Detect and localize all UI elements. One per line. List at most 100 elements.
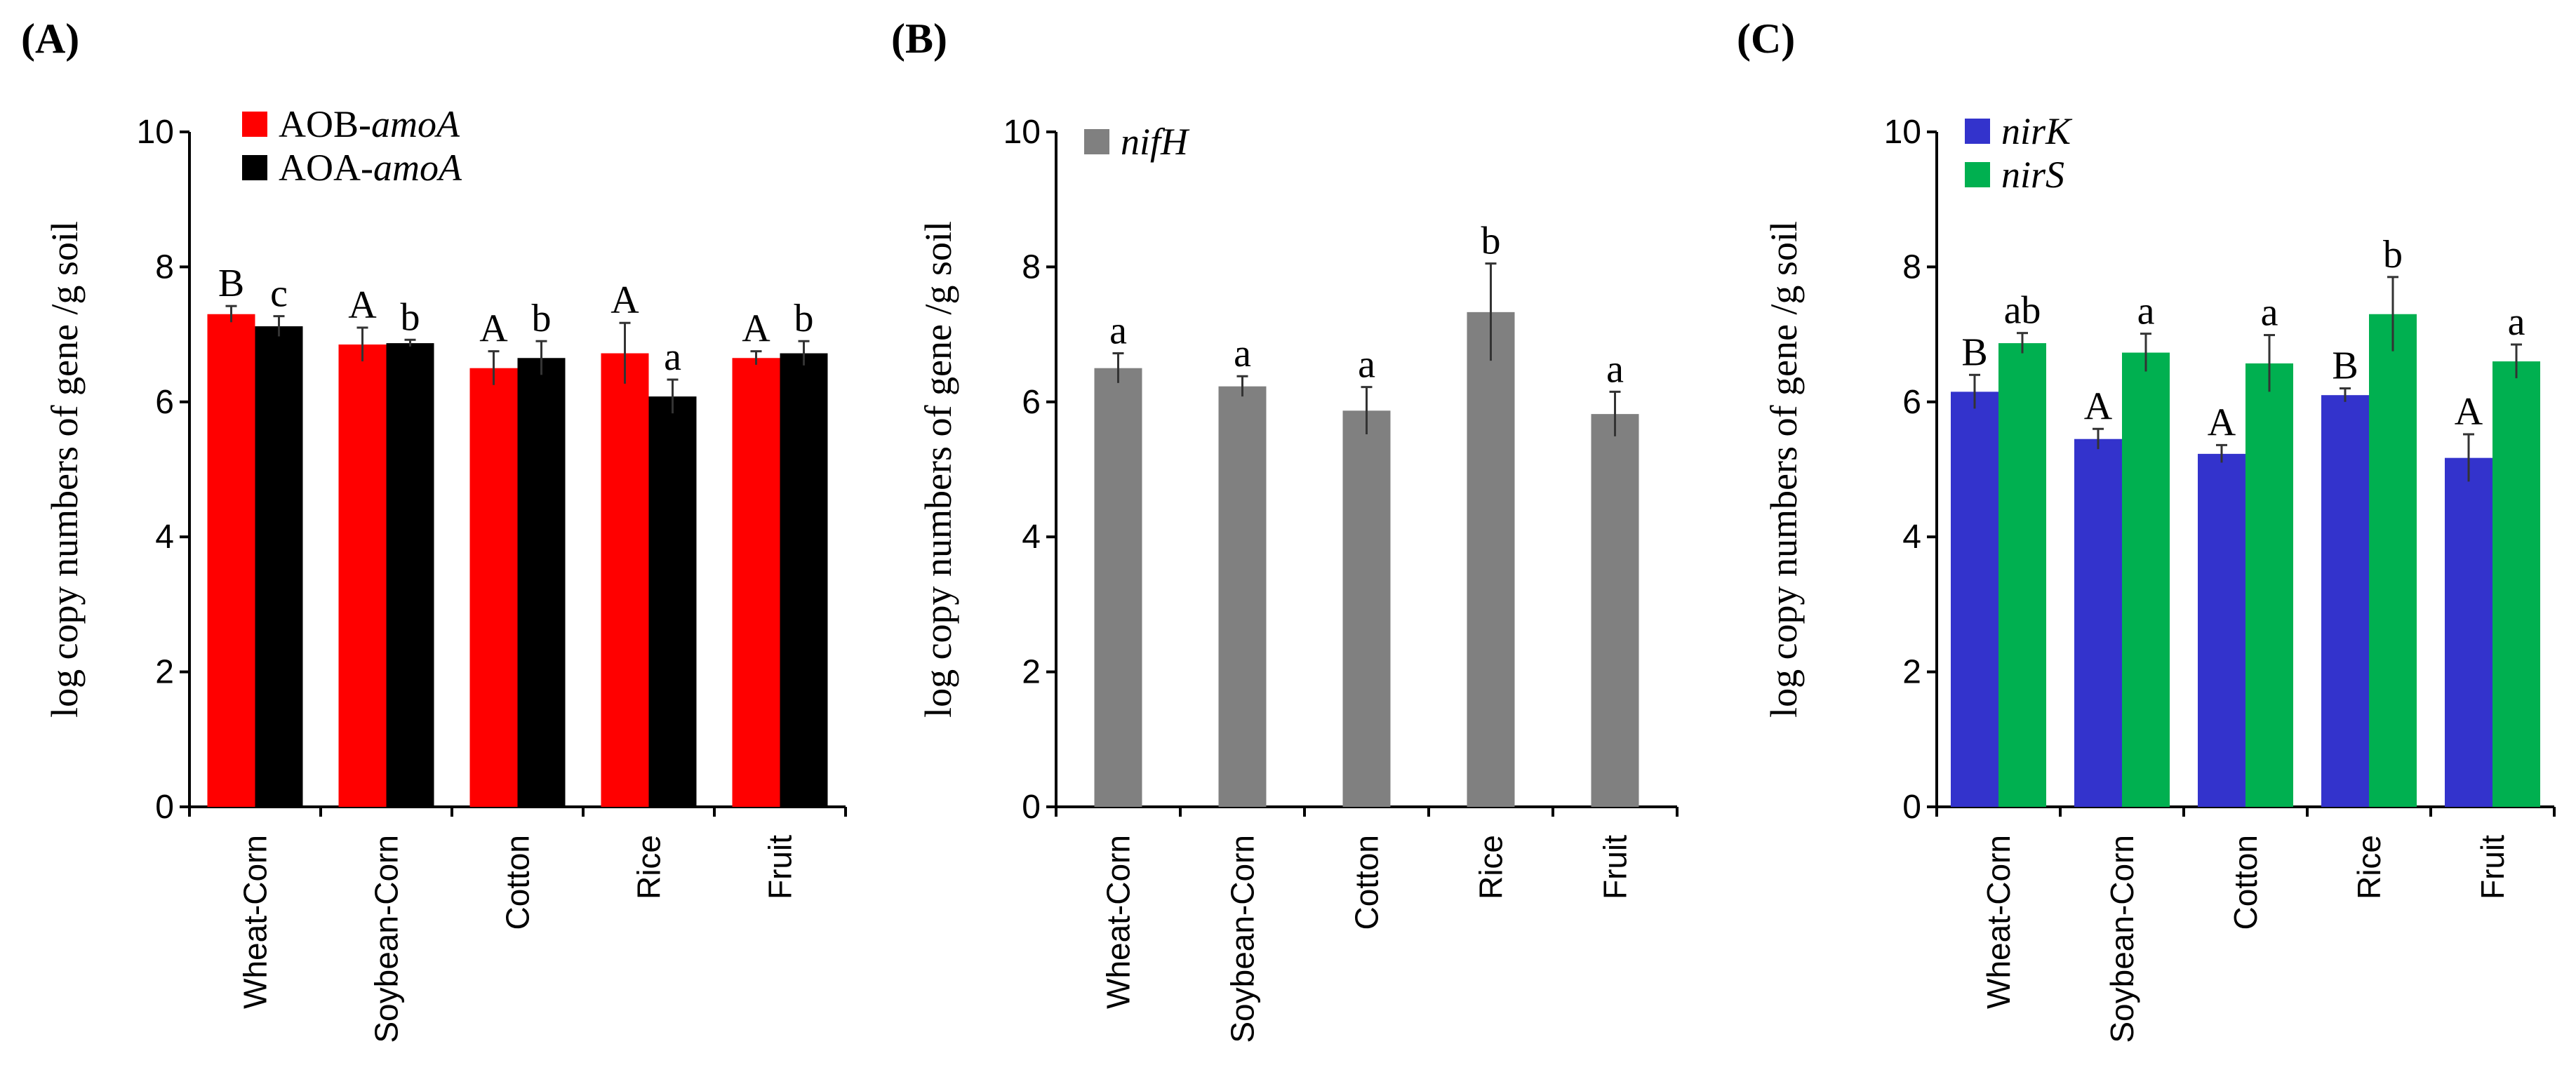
panel-label: (A) xyxy=(21,15,79,62)
y-tick-label: 4 xyxy=(1902,518,1921,556)
y-tick-label: 4 xyxy=(155,518,174,556)
category-label: Wheat-Corn xyxy=(1980,835,2017,1009)
bar xyxy=(780,353,828,807)
bar xyxy=(338,344,387,807)
significance-letter: b xyxy=(532,297,552,340)
significance-letter: a xyxy=(2508,300,2525,344)
bar xyxy=(648,396,697,807)
significance-letter: b xyxy=(794,297,814,340)
legend-swatch xyxy=(1084,129,1109,154)
significance-letter: a xyxy=(1234,332,1251,375)
category-label: Soybean-Corn xyxy=(368,835,405,1043)
bar xyxy=(1094,368,1142,807)
significance-letter: ab xyxy=(2004,289,2041,333)
significance-letter: b xyxy=(2383,233,2403,276)
category-label: Wheat-Corn xyxy=(237,835,274,1009)
bar xyxy=(2245,363,2293,807)
significance-letter: a xyxy=(1606,347,1624,391)
legend-gene: amoA xyxy=(373,147,462,189)
significance-letter: A xyxy=(348,283,377,327)
bar xyxy=(2492,361,2540,807)
significance-letter: A xyxy=(610,279,639,322)
y-tick-label: 2 xyxy=(155,654,174,691)
legend-swatch xyxy=(242,155,267,180)
category-label: Rice xyxy=(2351,835,2387,899)
legend-entry: nirS xyxy=(2001,154,2064,196)
bar xyxy=(601,353,649,807)
panel-label: (B) xyxy=(891,15,947,62)
panel-label: (C) xyxy=(1737,15,1795,62)
significance-letter: b xyxy=(401,295,420,339)
category-label: Fruit xyxy=(2474,835,2511,899)
bar xyxy=(732,358,780,807)
y-tick-label: 6 xyxy=(1022,384,1041,421)
y-tick-label: 8 xyxy=(155,248,174,286)
legend-swatch xyxy=(1965,162,1990,187)
significance-letter: B xyxy=(2332,344,2358,388)
y-tick-label: 8 xyxy=(1902,248,1921,286)
y-axis-label: log copy numbers of gene /g soil xyxy=(44,221,86,718)
bar xyxy=(2445,457,2492,807)
significance-letter: B xyxy=(1961,330,1987,374)
category-label: Fruit xyxy=(1597,835,1634,899)
bar xyxy=(386,343,434,808)
y-tick-label: 6 xyxy=(1902,384,1921,421)
significance-letter: A xyxy=(742,307,770,351)
significance-letter: A xyxy=(2455,390,2483,434)
y-tick-label: 2 xyxy=(1902,654,1921,691)
bar xyxy=(255,326,303,807)
legend-gene: nirS xyxy=(2001,154,2064,196)
bar xyxy=(1591,414,1639,807)
bar xyxy=(1467,312,1515,807)
category-label: Cotton xyxy=(500,835,536,930)
y-axis-label: log copy numbers of gene /g soil xyxy=(1763,221,1805,718)
significance-letter: B xyxy=(218,262,244,305)
bar xyxy=(1218,386,1267,807)
significance-letter: a xyxy=(1109,309,1127,353)
legend-name: AOA- xyxy=(279,147,373,189)
significance-letter: b xyxy=(1481,220,1501,263)
bar xyxy=(469,368,518,807)
y-tick-label: 10 xyxy=(1884,114,1921,151)
category-label: Cotton xyxy=(1349,835,1385,930)
legend-name: AOB- xyxy=(279,103,371,145)
y-tick-label: 10 xyxy=(137,114,174,151)
bar xyxy=(2321,395,2369,807)
bar xyxy=(1342,410,1391,807)
y-tick-label: 0 xyxy=(1022,789,1041,826)
significance-letter: A xyxy=(2084,384,2113,428)
legend-swatch xyxy=(1965,119,1990,144)
category-label: Rice xyxy=(631,835,667,899)
y-tick-label: 6 xyxy=(155,384,174,421)
bar xyxy=(207,314,255,807)
y-tick-label: 8 xyxy=(1022,248,1041,286)
category-label: Wheat-Corn xyxy=(1100,835,1137,1009)
bar xyxy=(2198,453,2245,807)
significance-letter: A xyxy=(479,307,508,351)
y-axis-label: log copy numbers of gene /g soil xyxy=(917,221,959,718)
significance-letter: A xyxy=(2208,401,2236,444)
legend-entry: nifH xyxy=(1121,121,1190,163)
chart-panel-1: (A) log copy numbers of gene /g soil 0 2 4 6 8… xyxy=(21,15,847,1043)
significance-letter: a xyxy=(664,335,681,379)
legend-gene: amoA xyxy=(371,103,460,145)
y-tick-label: 4 xyxy=(1022,518,1041,556)
legend-entry: AOB-amoA xyxy=(279,103,460,145)
bar xyxy=(2369,314,2417,807)
y-tick-label: 10 xyxy=(1003,114,1041,151)
category-label: Cotton xyxy=(2227,835,2264,930)
legend-gene: nifH xyxy=(1121,121,1190,163)
bar xyxy=(2074,439,2122,807)
bar xyxy=(517,358,566,807)
significance-letter: c xyxy=(270,272,288,316)
chart-panel-2: (B) log copy numbers of gene /g soil 0 2 4 6 8… xyxy=(891,15,1679,1043)
bar xyxy=(1998,343,2046,808)
legend-entry: nirK xyxy=(2001,110,2073,152)
legend-entry: AOA-amoA xyxy=(279,147,462,189)
chart-panel-3: (C) log copy numbers of gene /g soil 0 2 4 6 8… xyxy=(1737,15,2556,1043)
legend-swatch xyxy=(242,112,267,137)
category-label: Rice xyxy=(1473,835,1509,899)
category-label: Soybean-Corn xyxy=(1224,835,1261,1043)
y-tick-label: 2 xyxy=(1022,654,1041,691)
